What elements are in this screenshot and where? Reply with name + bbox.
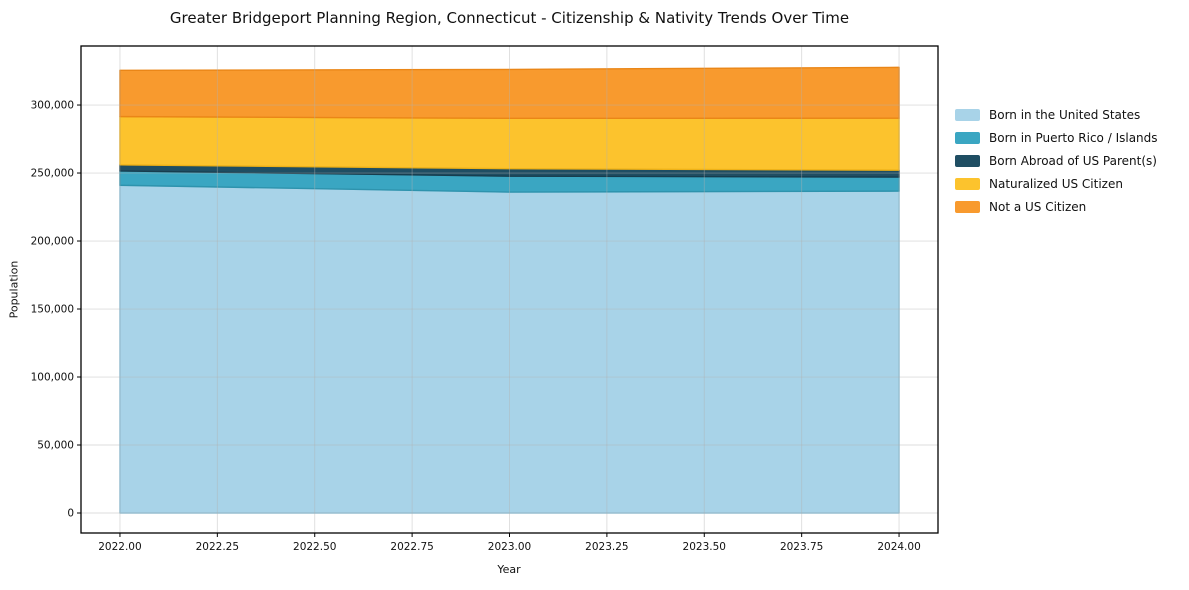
chart-title: Greater Bridgeport Planning Region, Conn… — [169, 9, 850, 27]
x-tick-label: 2023.00 — [488, 541, 531, 553]
x-tick-label: 2022.50 — [293, 541, 336, 553]
area-not-a-us-citizen — [119, 66, 900, 120]
x-tick-label: 2024.00 — [877, 541, 920, 553]
y-tick-label: 100,000 — [31, 372, 74, 384]
legend-label: Not a US Citizen — [989, 200, 1087, 214]
legend-swatch — [955, 178, 980, 190]
y-tick-label: 200,000 — [31, 236, 74, 248]
legend-item-naturalized-us-citizen: Naturalized US Citizen — [955, 177, 1158, 191]
legend-label: Naturalized US Citizen — [989, 177, 1123, 191]
y-axis-label: Population — [7, 260, 21, 319]
x-tick-label: 2023.25 — [585, 541, 628, 553]
y-tick-label: 250,000 — [31, 168, 74, 180]
x-tick-label: 2023.75 — [780, 541, 823, 553]
y-tick-label: 300,000 — [31, 100, 74, 112]
y-tick-label: 150,000 — [31, 304, 74, 316]
x-tick-label: 2022.75 — [390, 541, 433, 553]
legend-swatch — [955, 109, 980, 121]
y-tick-label: 50,000 — [37, 440, 74, 452]
legend-swatch — [955, 132, 980, 144]
x-tick-label: 2022.00 — [98, 541, 141, 553]
legend-swatch — [955, 155, 980, 167]
x-tick-label: 2022.25 — [196, 541, 239, 553]
x-axis-label: Year — [497, 563, 521, 576]
legend-item-born-abroad-of-us-parent-s: Born Abroad of US Parent(s) — [955, 154, 1158, 168]
legend-label: Born in Puerto Rico / Islands — [989, 131, 1158, 145]
y-tick-label: 0 — [67, 508, 74, 520]
x-tick-label: 2023.50 — [683, 541, 726, 553]
legend-label: Born in the United States — [989, 108, 1141, 122]
legend-item-born-in-the-united-states: Born in the United States — [955, 108, 1158, 122]
legend-item-not-a-us-citizen: Not a US Citizen — [955, 200, 1158, 214]
legend: Born in the United States Born in Puerto … — [955, 108, 1158, 214]
legend-item-born-in-puerto-rico-islands: Born in Puerto Rico / Islands — [955, 131, 1158, 145]
legend-label: Born Abroad of US Parent(s) — [989, 154, 1157, 168]
legend-swatch — [955, 201, 980, 213]
